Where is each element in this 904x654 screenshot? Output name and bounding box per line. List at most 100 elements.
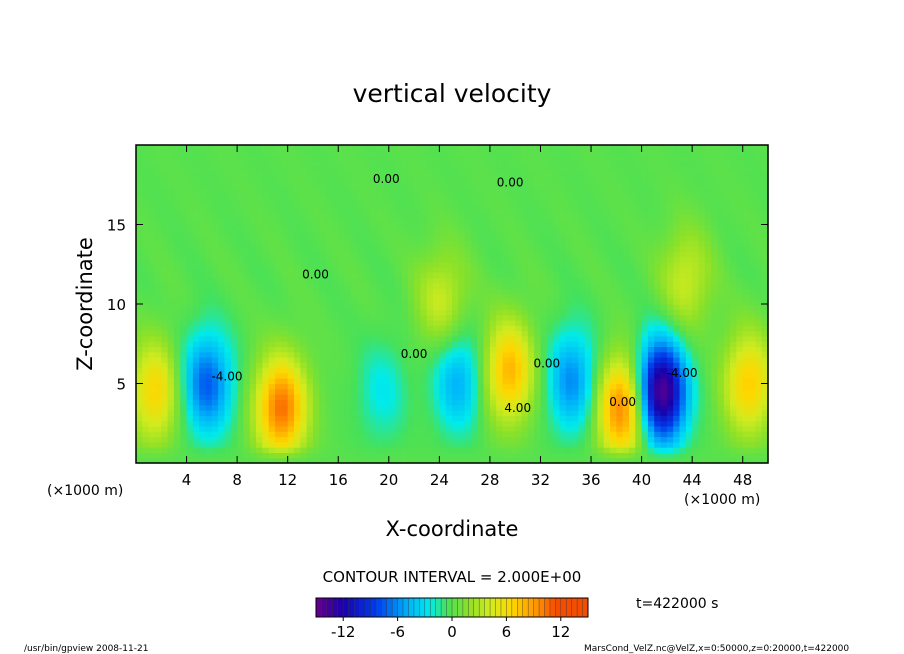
heatmap-cell	[243, 420, 251, 427]
heatmap-cell	[243, 335, 251, 342]
heatmap-cell	[376, 166, 384, 173]
heatmap-cell	[382, 319, 390, 326]
heatmap-cell	[243, 410, 251, 416]
heatmap-cell	[294, 240, 301, 247]
heatmap-cell	[521, 224, 529, 231]
heatmap-cell	[483, 272, 491, 279]
heatmap-cell	[376, 145, 384, 151]
heatmap-cell	[357, 266, 365, 273]
heatmap-cell	[173, 372, 181, 379]
heatmap-cell	[622, 203, 630, 210]
heatmap-cell	[275, 182, 282, 188]
heatmap-cell	[565, 219, 573, 226]
heatmap-cell	[445, 277, 453, 284]
heatmap-cell	[603, 235, 611, 241]
heatmap-cell	[578, 219, 586, 226]
heatmap-cell	[369, 415, 377, 422]
heatmap-cell	[635, 145, 643, 151]
heatmap-cell	[344, 441, 352, 448]
heatmap-cell	[275, 150, 282, 157]
heatmap-cell	[199, 150, 207, 157]
heatmap-cell	[502, 447, 510, 453]
heatmap-cell	[578, 192, 586, 199]
heatmap-cell	[382, 457, 390, 464]
heatmap-cell	[319, 166, 327, 173]
heatmap-cell	[161, 452, 169, 459]
heatmap-cell	[470, 256, 478, 263]
heatmap-cell	[654, 235, 662, 241]
heatmap-cell	[382, 288, 390, 294]
heatmap-cell	[154, 335, 162, 342]
heatmap-cell	[591, 378, 598, 385]
heatmap-cell	[388, 394, 396, 400]
heatmap-cell	[357, 394, 365, 400]
heatmap-cell	[395, 447, 403, 453]
heatmap-cell	[287, 394, 295, 400]
heatmap-cell	[452, 150, 459, 157]
heatmap-cell	[338, 288, 346, 294]
heatmap-cell	[426, 309, 434, 316]
heatmap-cell	[603, 394, 611, 400]
heatmap-cell	[534, 346, 542, 353]
heatmap-cell	[281, 319, 289, 326]
heatmap-cell	[281, 219, 289, 226]
heatmap-cell	[376, 319, 384, 326]
heatmap-cell	[369, 150, 377, 157]
heatmap-cell	[578, 325, 586, 332]
heatmap-cell	[559, 229, 567, 236]
heatmap-cell	[521, 277, 529, 284]
heatmap-cell	[167, 293, 175, 300]
heatmap-cell	[186, 166, 194, 173]
heatmap-cell	[312, 330, 320, 337]
heatmap-cell	[237, 330, 245, 337]
heatmap-cell	[610, 298, 617, 305]
heatmap-cell	[268, 298, 276, 305]
heatmap-cell	[230, 341, 238, 347]
heatmap-cell	[136, 304, 143, 310]
heatmap-cell	[369, 335, 377, 342]
heatmap-cell	[508, 245, 516, 252]
heatmap-cell	[319, 388, 327, 395]
heatmap-cell	[338, 357, 346, 363]
heatmap-cell	[628, 330, 636, 337]
heatmap-cell	[496, 367, 504, 374]
heatmap-cell	[622, 282, 630, 289]
heatmap-cell	[256, 266, 263, 273]
heatmap-cell	[470, 213, 478, 220]
heatmap-cell	[312, 224, 320, 231]
heatmap-cell	[211, 277, 219, 284]
heatmap-cell	[635, 410, 643, 416]
heatmap-cell	[610, 304, 617, 310]
heatmap-cell	[287, 330, 295, 337]
heatmap-cell	[515, 145, 523, 151]
heatmap-cell	[420, 192, 428, 199]
heatmap-cell	[350, 213, 358, 220]
heatmap-cell	[192, 404, 200, 411]
heatmap-cell	[154, 219, 162, 226]
heatmap-cell	[186, 404, 194, 411]
heatmap-cell	[331, 166, 339, 173]
heatmap-cell	[407, 325, 415, 332]
heatmap-cell	[654, 187, 662, 194]
heatmap-cell	[470, 282, 478, 289]
heatmap-cell	[464, 150, 472, 157]
heatmap-cell	[306, 457, 314, 464]
heatmap-cell	[591, 155, 598, 162]
heatmap-cell	[331, 378, 339, 385]
heatmap-cell	[230, 436, 238, 443]
heatmap-cell	[161, 404, 169, 411]
heatmap-cell	[433, 166, 440, 173]
heatmap-cell	[527, 420, 535, 427]
heatmap-cell	[350, 309, 358, 316]
heatmap-cell	[325, 261, 333, 268]
heatmap-cell	[464, 282, 472, 289]
heatmap-cell	[565, 404, 573, 411]
heatmap-cell	[167, 372, 175, 379]
heatmap-cell	[230, 362, 238, 369]
heatmap-cell	[395, 213, 403, 220]
heatmap-cell	[407, 388, 415, 395]
heatmap-cell	[350, 372, 358, 379]
heatmap-cell	[180, 346, 188, 353]
heatmap-cell	[192, 176, 200, 183]
heatmap-cell	[527, 415, 535, 422]
